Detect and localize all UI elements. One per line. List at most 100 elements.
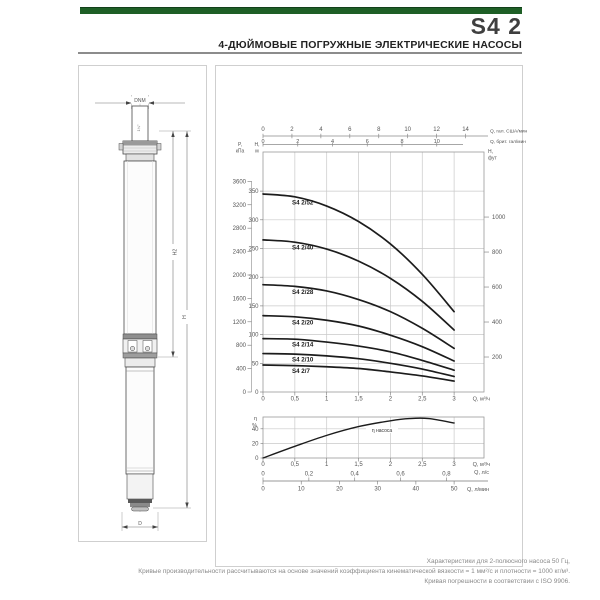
svg-text:6: 6 bbox=[366, 139, 369, 145]
eff-axis-ls-lmin: 0 0,2 0,4 0,6 0,8 Q, л/с 0 10 20 30 40 50 Q, л/мин bbox=[261, 470, 489, 493]
svg-text:Q, л/мин: Q, л/мин bbox=[467, 487, 489, 493]
pump-body-outline bbox=[118, 105, 162, 512]
curve-label: S4 2/40 bbox=[292, 245, 314, 252]
svg-text:Q, брит. гал/мин: Q, брит. гал/мин bbox=[490, 139, 526, 145]
svg-text:4: 4 bbox=[331, 139, 334, 145]
header-accent-bar bbox=[80, 7, 522, 14]
head-chart bbox=[262, 151, 485, 393]
svg-text:400: 400 bbox=[492, 320, 503, 326]
svg-text:3600: 3600 bbox=[233, 179, 247, 185]
svg-text:12: 12 bbox=[433, 127, 440, 133]
svg-text:η: η bbox=[254, 416, 257, 422]
pump-curve bbox=[262, 314, 455, 362]
svg-text:0: 0 bbox=[255, 456, 259, 462]
svg-text:6: 6 bbox=[348, 127, 352, 133]
thread-size-label: 1¼" bbox=[136, 124, 141, 132]
h-dimension-label: H bbox=[182, 315, 188, 319]
page-subtitle: 4-ДЮЙМОВЫЕ ПОГРУЖНЫЕ ЭЛЕКТРИЧЕСКИЕ НАСОС… bbox=[218, 39, 522, 51]
svg-text:1,5: 1,5 bbox=[354, 462, 363, 468]
svg-text:10: 10 bbox=[404, 127, 411, 133]
svg-text:150: 150 bbox=[248, 304, 259, 310]
pump-curve bbox=[262, 364, 455, 382]
h2-dimension-label: H2 bbox=[173, 249, 179, 256]
svg-text:0,4: 0,4 bbox=[351, 472, 360, 478]
svg-text:H,: H, bbox=[255, 142, 260, 148]
svg-text:14: 14 bbox=[462, 127, 469, 133]
page-title: S4 2 bbox=[470, 13, 522, 39]
svg-text:2,5: 2,5 bbox=[418, 397, 427, 403]
svg-text:фут: фут bbox=[488, 156, 498, 162]
svg-text:10: 10 bbox=[298, 487, 305, 493]
curve-label: S4 2/28 bbox=[292, 289, 314, 296]
dnm-dimension-label: DNM bbox=[134, 98, 145, 104]
svg-text:20: 20 bbox=[336, 487, 343, 493]
pump-curve bbox=[262, 239, 455, 331]
svg-text:2: 2 bbox=[296, 139, 299, 145]
svg-text:40: 40 bbox=[252, 427, 259, 433]
svg-text:2: 2 bbox=[389, 397, 393, 403]
pump-dimension-labels: DNM 1¼" H2 H D bbox=[131, 96, 188, 527]
svg-text:800: 800 bbox=[492, 250, 503, 256]
pump-curve bbox=[262, 283, 455, 350]
svg-text:4: 4 bbox=[319, 127, 323, 133]
svg-text:м: м bbox=[255, 149, 259, 155]
svg-text:0,8: 0,8 bbox=[442, 472, 451, 478]
pump-technical-drawing: DNM 1¼" H2 H D bbox=[95, 95, 191, 531]
svg-text:350: 350 bbox=[248, 189, 259, 195]
svg-text:200: 200 bbox=[492, 355, 503, 361]
efficiency-curve-label: η насоса bbox=[372, 428, 393, 434]
svg-text:Q, л/с: Q, л/с bbox=[474, 470, 489, 476]
svg-text:40: 40 bbox=[413, 487, 420, 493]
svg-text:1000: 1000 bbox=[492, 215, 506, 221]
svg-text:20: 20 bbox=[252, 441, 259, 447]
axis-feet: 200 400 600 800 1000 H,фут bbox=[484, 149, 506, 361]
svg-text:1: 1 bbox=[325, 462, 329, 468]
d-dimension-label: D bbox=[138, 521, 142, 527]
svg-text:0: 0 bbox=[255, 390, 259, 396]
axis-m3h: 0 0,5 1 1,5 2 2,5 3 Q, м³/ч bbox=[261, 392, 490, 403]
axis-meters: 0 50 100 150 200 250 300 350 H,м bbox=[248, 142, 263, 396]
eff-axis-m3h: 0 0,5 1 1,5 2 2,5 3 Q, м³/ч bbox=[261, 458, 490, 468]
svg-text:3200: 3200 bbox=[233, 203, 247, 209]
pump-curve bbox=[262, 337, 455, 372]
subtitle-underline bbox=[78, 52, 522, 54]
svg-text:0: 0 bbox=[261, 397, 265, 403]
svg-text:250: 250 bbox=[248, 247, 259, 253]
axis-imp-gpm: 0 2 4 6 8 10 Q, брит. гал/мин bbox=[261, 139, 526, 147]
pump-curve bbox=[262, 352, 455, 378]
svg-text:1,5: 1,5 bbox=[354, 397, 363, 403]
svg-text:3: 3 bbox=[452, 462, 456, 468]
curve-label: S4 2/20 bbox=[292, 319, 314, 326]
svg-text:0: 0 bbox=[261, 127, 265, 133]
svg-text:%: % bbox=[252, 423, 257, 429]
curve-label: S4 2/10 bbox=[292, 357, 314, 364]
pump-curve bbox=[262, 193, 455, 313]
footnote-line-3: Кривая погрешности в соответствии с ISO … bbox=[424, 578, 570, 585]
svg-text:2: 2 bbox=[290, 127, 294, 133]
svg-text:0: 0 bbox=[243, 390, 247, 396]
axis-kpa: 0 400 800 1200 1600 2000 2400 2800 3200 3600 P,кПа bbox=[233, 142, 252, 396]
svg-text:10: 10 bbox=[434, 139, 440, 145]
svg-text:600: 600 bbox=[492, 285, 503, 291]
svg-text:0: 0 bbox=[261, 472, 265, 478]
pump-dimension-arrows bbox=[122, 101, 189, 529]
axis-us-gpm: 0 2 4 6 8 10 12 14 Q, гал. США/мин bbox=[261, 127, 528, 139]
svg-text:30: 30 bbox=[374, 487, 381, 493]
svg-text:0,2: 0,2 bbox=[305, 472, 314, 478]
svg-text:50: 50 bbox=[451, 487, 458, 493]
svg-text:200: 200 bbox=[248, 275, 259, 281]
svg-text:Q, гал. США/мин: Q, гал. США/мин bbox=[490, 129, 528, 135]
svg-text:100: 100 bbox=[248, 333, 259, 339]
svg-text:8: 8 bbox=[377, 127, 381, 133]
svg-text:800: 800 bbox=[236, 343, 247, 349]
svg-text:300: 300 bbox=[248, 218, 259, 224]
svg-text:1: 1 bbox=[325, 397, 329, 403]
footnotes: Характеристики для 2-полюсного насоса 50… bbox=[138, 557, 570, 587]
svg-text:2400: 2400 bbox=[233, 250, 247, 256]
efficiency-chart: η% 0 20 40 η насоса bbox=[252, 416, 485, 462]
svg-text:3: 3 bbox=[452, 397, 456, 403]
svg-text:1200: 1200 bbox=[233, 320, 247, 326]
svg-text:H,: H, bbox=[488, 149, 493, 155]
